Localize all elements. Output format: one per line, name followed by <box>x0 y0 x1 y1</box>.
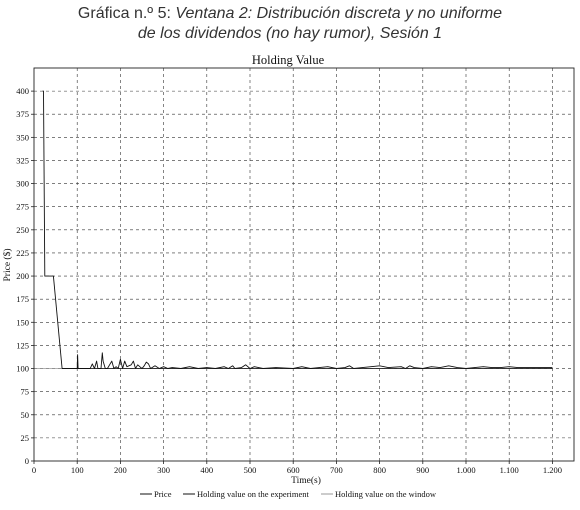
x-tick-label: 400 <box>200 465 213 475</box>
caption-title-1: Ventana 2: Distribución discreta y no un… <box>175 5 503 22</box>
x-tick-label: 600 <box>287 465 300 475</box>
legend: Price Holding value on the experiment Hold… <box>140 489 437 499</box>
y-tick-label: 175 <box>16 294 29 304</box>
y-tick-label: 300 <box>16 179 29 189</box>
y-axis-label: Price ($) <box>2 249 13 282</box>
x-tick-label: 900 <box>416 465 429 475</box>
legend-label: Holding value on the experiment <box>197 489 310 499</box>
y-tick-label: 275 <box>16 202 29 212</box>
y-tick-label: 0 <box>25 456 29 466</box>
y-tick-label: 400 <box>16 86 29 96</box>
legend-label: Price <box>154 489 172 499</box>
x-tick-label: 0 <box>32 465 36 475</box>
series-line-price <box>42 90 553 369</box>
caption-line-2: de los dividendos (no hay rumor), Sesión… <box>137 25 443 42</box>
x-tick-label: 300 <box>157 465 170 475</box>
x-tick-label: 200 <box>114 465 127 475</box>
y-tick-label: 75 <box>21 387 30 397</box>
y-tick-label: 225 <box>16 248 29 258</box>
x-tick-label: 500 <box>244 465 257 475</box>
y-tick-label: 375 <box>16 109 29 119</box>
y-tick-label: 350 <box>16 132 29 142</box>
y-tick-label: 200 <box>16 271 29 281</box>
x-tick-label: 700 <box>330 465 343 475</box>
x-tick-label: 100 <box>71 465 84 475</box>
y-tick-label: 100 <box>16 364 29 374</box>
x-axis-label: Time(s) <box>291 475 321 486</box>
figure-caption: Gráfica n.º 5: Ventana 2: Distribución d… <box>0 4 580 44</box>
chart-title: Holding Value <box>252 53 325 67</box>
caption-prefix: Gráfica n.º 5: <box>77 5 171 22</box>
x-tick-label: 1.200 <box>543 465 562 475</box>
x-tick-label: 1.100 <box>500 465 519 475</box>
y-tick-label: 150 <box>16 317 29 327</box>
y-tick-label: 50 <box>21 410 30 420</box>
legend-label: Holding value on the window <box>335 489 437 499</box>
y-tick-label: 325 <box>16 155 29 165</box>
plot-frame <box>33 67 575 462</box>
y-tick-label: 25 <box>21 433 30 443</box>
y-tick-label: 125 <box>16 340 29 350</box>
caption-line-1: Gráfica n.º 5: Ventana 2: Distribución d… <box>0 4 580 24</box>
x-tick-label: 800 <box>373 465 386 475</box>
x-tick-label: 1.000 <box>456 465 475 475</box>
y-tick-label: 250 <box>16 225 29 235</box>
